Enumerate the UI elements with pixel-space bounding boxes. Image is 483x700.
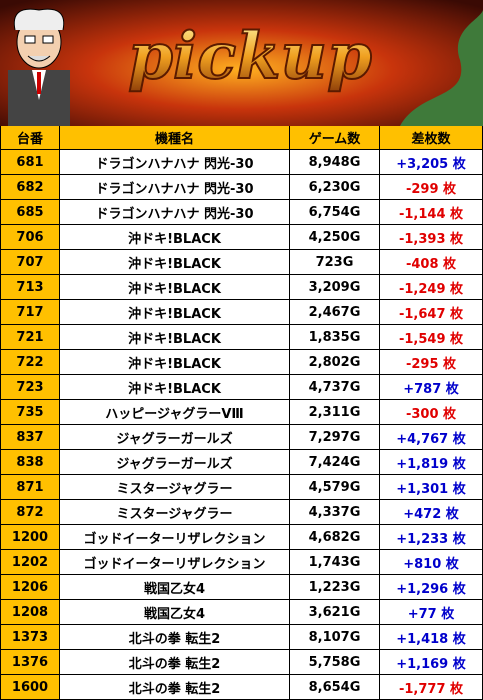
machine-name: ミスタージャグラー [60,475,290,500]
machine-number: 713 [0,275,60,300]
machine-name: ゴッドイーターリザレクション [60,550,290,575]
machine-number: 1373 [0,625,60,650]
machine-number: 1200 [0,525,60,550]
game-count: 7,297G [290,425,380,450]
game-count: 2,467G [290,300,380,325]
machine-number: 723 [0,375,60,400]
difference: -1,549 枚 [380,325,483,350]
machine-number: 838 [0,450,60,475]
machine-name: ドラゴンハナハナ 閃光-30 [60,200,290,225]
difference: +1,233 枚 [380,525,483,550]
machine-number: 1202 [0,550,60,575]
game-count: 7,424G [290,450,380,475]
machine-number: 871 [0,475,60,500]
difference: -1,777 枚 [380,675,483,700]
difference: -1,393 枚 [380,225,483,250]
machine-name: ハッピージャグラーVⅢ [60,400,290,425]
machine-name: 北斗の拳 転生2 [60,650,290,675]
game-count: 8,948G [290,150,380,175]
game-count: 4,579G [290,475,380,500]
machine-number: 685 [0,200,60,225]
machine-name: ドラゴンハナハナ 閃光-30 [60,175,290,200]
machine-name: 沖ドキ!BLACK [60,250,290,275]
game-count: 723G [290,250,380,275]
difference: -408 枚 [380,250,483,275]
game-count: 1,835G [290,325,380,350]
difference: -299 枚 [380,175,483,200]
banner-title: pickup [128,19,372,94]
game-count: 6,230G [290,175,380,200]
game-count: 1,223G [290,575,380,600]
game-count: 4,337G [290,500,380,525]
machine-name: 沖ドキ!BLACK [60,275,290,300]
banner: pickup [0,0,483,126]
machine-name: 北斗の拳 転生2 [60,625,290,650]
difference: +4,767 枚 [380,425,483,450]
difference: -1,249 枚 [380,275,483,300]
difference: +1,418 枚 [380,625,483,650]
machine-number: 722 [0,350,60,375]
difference: -300 枚 [380,400,483,425]
game-count: 4,682G [290,525,380,550]
game-count: 1,743G [290,550,380,575]
machine-number: 872 [0,500,60,525]
machine-name: ジャグラーガールズ [60,425,290,450]
difference: -1,144 枚 [380,200,483,225]
machine-name: ドラゴンハナハナ 閃光-30 [60,150,290,175]
machine-number: 717 [0,300,60,325]
dragon [400,10,483,126]
game-count: 5,758G [290,650,380,675]
header-cell: 差枚数 [380,126,483,150]
game-count: 4,250G [290,225,380,250]
header-cell: ゲーム数 [290,126,380,150]
difference: -1,647 枚 [380,300,483,325]
game-count: 8,654G [290,675,380,700]
machine-name: ミスタージャグラー [60,500,290,525]
machine-name: 沖ドキ!BLACK [60,350,290,375]
difference: +77 枚 [380,600,483,625]
difference: +1,296 枚 [380,575,483,600]
character [8,8,70,126]
machine-name: 沖ドキ!BLACK [60,225,290,250]
machine-name: 北斗の拳 転生2 [60,675,290,700]
machine-name: 沖ドキ!BLACK [60,325,290,350]
machine-name: ゴッドイーターリザレクション [60,525,290,550]
difference: +3,205 枚 [380,150,483,175]
machine-number: 735 [0,400,60,425]
machine-number: 1600 [0,675,60,700]
machine-name: 沖ドキ!BLACK [60,300,290,325]
difference: +1,819 枚 [380,450,483,475]
header-cell: 機種名 [60,126,290,150]
machine-number: 1376 [0,650,60,675]
difference: +810 枚 [380,550,483,575]
machine-name: 戦国乙女4 [60,575,290,600]
machine-number: 1208 [0,600,60,625]
banner-bg [0,0,483,126]
machine-name: 戦国乙女4 [60,600,290,625]
difference: +1,169 枚 [380,650,483,675]
game-count: 3,209G [290,275,380,300]
game-count: 6,754G [290,200,380,225]
machine-number: 706 [0,225,60,250]
machine-number: 682 [0,175,60,200]
machine-name: ジャグラーガールズ [60,450,290,475]
machine-number: 1206 [0,575,60,600]
machine-name: 沖ドキ!BLACK [60,375,290,400]
difference: +1,301 枚 [380,475,483,500]
machine-number: 837 [0,425,60,450]
difference: -295 枚 [380,350,483,375]
machine-number: 721 [0,325,60,350]
machine-number: 707 [0,250,60,275]
difference: +787 枚 [380,375,483,400]
difference: +472 枚 [380,500,483,525]
game-count: 8,107G [290,625,380,650]
game-count: 2,802G [290,350,380,375]
machine-number: 681 [0,150,60,175]
game-count: 3,621G [290,600,380,625]
game-count: 4,737G [290,375,380,400]
game-count: 2,311G [290,400,380,425]
header-cell: 台番 [0,126,60,150]
